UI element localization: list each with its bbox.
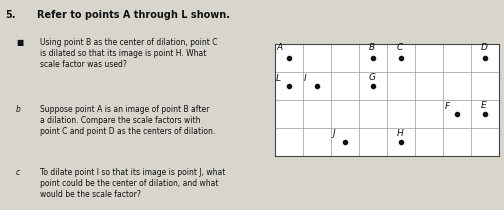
Text: Suppose point A is an image of point B after
a dilation. Compare the scale facto: Suppose point A is an image of point B a… (40, 105, 215, 136)
Text: Using point B as the center of dilation, point C
is dilated so that its image is: Using point B as the center of dilation,… (40, 38, 218, 69)
Text: H: H (397, 129, 403, 138)
Text: G: G (368, 73, 375, 81)
Text: D: D (481, 43, 487, 52)
Text: To dilate point I so that its image is point J, what
point could be the center o: To dilate point I so that its image is p… (40, 168, 225, 199)
Text: J: J (332, 129, 335, 138)
Text: c: c (16, 168, 20, 177)
Text: B: B (368, 43, 374, 52)
Text: F: F (445, 102, 450, 111)
Text: ■: ■ (16, 38, 23, 47)
Text: L: L (276, 74, 281, 83)
Text: I: I (304, 74, 307, 83)
Text: b: b (16, 105, 21, 114)
Text: A: A (276, 43, 282, 52)
Text: E: E (481, 101, 486, 110)
Text: Refer to points A through L shown.: Refer to points A through L shown. (37, 10, 230, 21)
Text: C: C (397, 43, 403, 52)
Text: 5.: 5. (5, 10, 16, 21)
